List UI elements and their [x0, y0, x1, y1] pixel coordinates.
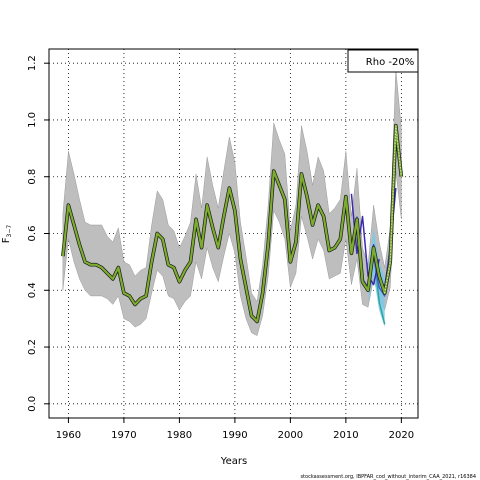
x-tick-label: 1980	[167, 430, 192, 441]
series-lines	[61, 123, 404, 325]
y-tick-label: 1.0	[27, 112, 38, 128]
x-tick-label: 2010	[333, 430, 358, 441]
legend-box	[347, 49, 419, 73]
x-tick-label: 2000	[278, 430, 303, 441]
y-axis-title-main: F	[1, 237, 12, 243]
y-tick-label: 1.2	[27, 55, 38, 71]
axes: 1960 1970 1980 1990 2000 2010 2020 0.0 0.2 0.4 0.6…	[27, 48, 419, 441]
x-tick-label: 1990	[222, 430, 247, 441]
y-tick-label: 0.2	[27, 339, 38, 355]
y-tick-label: 0.6	[27, 226, 38, 242]
legend-label: Rho -20%	[366, 57, 414, 68]
y-tick-label: 0.8	[27, 169, 38, 185]
y-axis-title-subscript: 3−7	[6, 225, 13, 238]
y-axis-title-group: F3−7	[1, 225, 13, 244]
x-axis-title: Years	[220, 456, 247, 467]
source-note: stockassessment.org, IBPFAR_cod_without_…	[300, 474, 476, 480]
y-axis-title: F3−7	[1, 225, 13, 244]
x-tick-label: 1970	[111, 430, 136, 441]
estimate-line	[61, 124, 403, 323]
y-tick-label: 0.0	[27, 396, 38, 412]
legend: Rho -20%	[347, 49, 419, 73]
peel-series-line	[350, 193, 380, 286]
y-tick-label: 0.4	[27, 282, 38, 298]
x-tick-label: 2020	[389, 430, 414, 441]
x-tick-label: 1960	[56, 430, 81, 441]
estimate-line-dotted	[384, 125, 402, 294]
